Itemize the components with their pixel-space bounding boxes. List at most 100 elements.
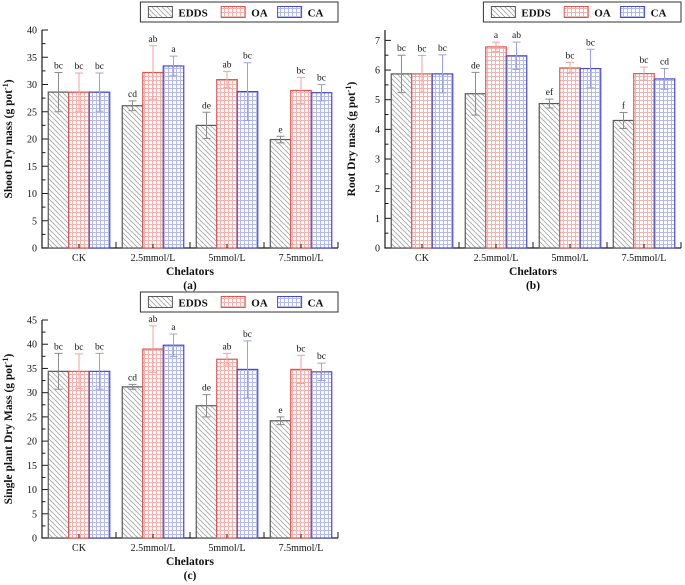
y-tick-label: 25 <box>27 107 37 118</box>
y-tick-label: 5 <box>375 95 380 106</box>
y-tick-label: 6 <box>375 66 380 77</box>
y-axis-title: Single plant Dry Mass (g pot-1) <box>1 353 15 504</box>
error-bar <box>149 325 157 373</box>
legend-label-ca: CA <box>651 8 667 20</box>
significance-letter: bc <box>438 44 447 54</box>
error-bar <box>586 48 595 89</box>
bar-edds-2 <box>195 124 218 249</box>
error-bar <box>243 62 252 121</box>
significance-letter: bc <box>317 74 326 84</box>
y-tick-label: 10 <box>27 189 37 200</box>
y-tick-label: 7 <box>375 36 380 47</box>
y-axis-title: Root Dry mass (g pot-1) <box>344 82 358 197</box>
error-bar <box>512 41 521 70</box>
significance-letter: bc <box>297 344 306 354</box>
legend-label-edds: EDDS <box>178 8 207 20</box>
x-axis-title: Chelators <box>166 266 214 278</box>
error-bar <box>223 70 231 89</box>
y-tick-label: 25 <box>27 412 37 423</box>
error-bar <box>75 353 83 390</box>
significance-letter: f <box>622 100 626 111</box>
legend-swatch-ca <box>277 6 303 18</box>
bar-ca-0 <box>88 370 111 539</box>
bar-ca-3 <box>653 78 676 249</box>
error-bar <box>397 54 406 94</box>
error-bar <box>169 333 178 357</box>
significance-letter: ab <box>149 315 158 325</box>
x-category-label: CK <box>415 253 430 264</box>
legend-label-oa: OA <box>251 8 268 20</box>
y-tick-label: 40 <box>27 26 37 37</box>
y-tick-label: 30 <box>27 388 37 399</box>
x-category-label: 7.5mmol/L <box>279 543 324 554</box>
y-tick-label: 15 <box>27 162 37 173</box>
bar-ca-0 <box>431 73 454 249</box>
y-tick-label: 0 <box>32 244 37 255</box>
error-bar <box>243 340 252 399</box>
significance-letter: de <box>471 61 480 71</box>
significance-letter: bc <box>418 45 427 55</box>
bar-edds-1 <box>121 105 144 249</box>
error-bar <box>95 352 104 390</box>
x-category-label: CK <box>72 543 87 554</box>
significance-letter: bc <box>75 343 84 353</box>
error-bar <box>317 362 326 382</box>
x-axis-title: Chelators <box>166 556 214 568</box>
bar-edds-2 <box>195 405 218 539</box>
error-bar <box>418 55 426 93</box>
significance-letter: a <box>171 45 176 55</box>
y-tick-label: 10 <box>27 485 37 496</box>
bar-oa-1 <box>485 46 507 249</box>
error-bar <box>471 71 480 116</box>
significance-letter: bc <box>95 62 104 72</box>
significance-letter: bc <box>243 52 252 62</box>
bar-edds-3 <box>269 420 292 539</box>
significance-letter: ab <box>223 342 232 352</box>
y-tick-label: 3 <box>375 155 380 166</box>
x-category-label: 2.5mmol/L <box>131 253 176 264</box>
error-bar <box>128 383 137 390</box>
significance-letter: bc <box>317 352 326 362</box>
significance-letter: de <box>202 384 211 394</box>
legend-label-edds: EDDS <box>521 8 550 20</box>
legend-swatch-ca <box>277 296 303 308</box>
error-bar <box>202 111 211 139</box>
bar-edds-2 <box>538 102 561 249</box>
legend-swatch-edds <box>490 6 516 18</box>
legend-label-edds: EDDS <box>178 298 207 310</box>
error-bar <box>545 98 554 109</box>
bar-oa-2 <box>216 78 238 249</box>
y-tick-label: 45 <box>27 316 37 327</box>
x-category-label: CK <box>72 253 87 264</box>
significance-letter: cd <box>660 58 669 68</box>
bar-edds-0 <box>47 91 70 249</box>
bar-edds-0 <box>390 73 413 249</box>
x-category-label: 5mmol/L <box>551 253 588 264</box>
y-tick-label: 20 <box>27 437 37 448</box>
significance-letter: cd <box>128 373 137 383</box>
error-bar <box>54 72 63 113</box>
y-tick-label: 4 <box>375 125 380 136</box>
error-bar <box>566 62 574 74</box>
significance-letter: bc <box>566 52 575 62</box>
chart-caption: (b) <box>526 280 540 292</box>
y-tick-label: 2 <box>375 184 380 195</box>
error-bar <box>297 354 305 384</box>
legend-swatch-edds <box>147 6 173 18</box>
significance-letter: a <box>494 31 499 41</box>
bar-ca-1 <box>505 55 528 249</box>
error-bar <box>223 352 231 366</box>
significance-letter: ab <box>149 35 158 45</box>
significance-letter: bc <box>586 38 595 48</box>
x-category-label: 7.5mmol/L <box>622 253 667 264</box>
significance-letter: a <box>171 323 176 333</box>
error-bar <box>276 416 285 426</box>
y-tick-label: 15 <box>27 461 37 472</box>
bar-edds-0 <box>47 370 70 539</box>
significance-letter: ab <box>223 60 232 70</box>
significance-letter: ef <box>546 87 554 98</box>
error-bar <box>317 84 326 102</box>
significance-letter: bc <box>640 56 649 66</box>
chart-root-dry-mass: EDDS OA CA 0 1 2 3 4 5 6 7 CK bc bc bc 2.5mmol/L de a ab 5m… <box>343 0 685 297</box>
